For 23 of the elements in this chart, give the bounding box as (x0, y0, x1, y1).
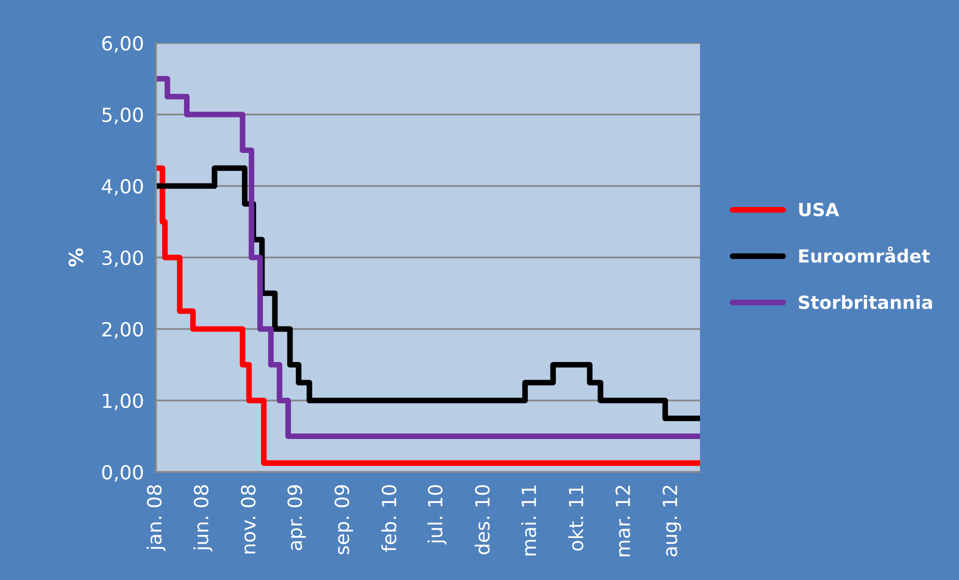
x-tick-label: mai. 11 (521, 486, 536, 556)
x-tick-label: des. 10 (474, 485, 490, 554)
y-tick-label: 4,00 (102, 178, 143, 196)
x-tick-label: feb. 10 (381, 485, 396, 552)
legend-label: USA (799, 202, 840, 216)
x-tick-label: jul. 10 (428, 485, 446, 544)
y-tick-label: 0,00 (102, 464, 143, 482)
y-tick-label: 6,00 (102, 36, 143, 53)
x-tick-label: nov. 08 (240, 485, 256, 554)
y-axis-title: % (68, 248, 84, 267)
x-tick-label: apr. 09 (287, 485, 306, 550)
x-tick-label: okt. 11 (568, 486, 584, 551)
y-tick-label: 1,00 (103, 393, 143, 410)
x-tick-label: jan. 08 (146, 485, 166, 551)
y-tick-label: 3,00 (102, 250, 143, 268)
x-tick-label: jun. 08 (193, 485, 212, 552)
legend-label: Storbritannia (798, 295, 932, 310)
legend-label: Euroområdet (799, 246, 930, 263)
x-tick-label: sep. 09 (334, 485, 354, 554)
y-tick-label: 5,00 (102, 107, 143, 124)
x-tick-label: aug. 12 (662, 486, 682, 556)
x-tick-label: mar. 12 (615, 486, 630, 556)
y-tick-label: 2,00 (102, 322, 143, 339)
